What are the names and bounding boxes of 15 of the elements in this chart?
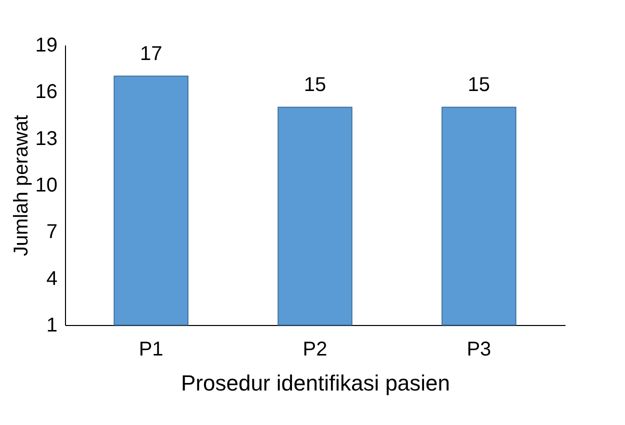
data-label: 15 [304, 74, 326, 96]
x-tick-label: P2 [302, 338, 328, 360]
y-tick-label: 7 [46, 221, 58, 244]
y-tick-label: 4 [46, 268, 58, 290]
x-tick-label: P3 [466, 338, 492, 360]
x-axis-title: Prosedur identifikasi pasien [180, 370, 450, 396]
y-tick-label: 16 [35, 81, 58, 104]
y-tick-label: 10 [35, 174, 58, 196]
y-axis-title: Jumlah perawat [10, 114, 32, 256]
data-label: 15 [468, 74, 490, 96]
y-tick-label: 13 [35, 128, 58, 150]
data-label: 17 [140, 43, 162, 66]
x-tick-label: P1 [138, 338, 164, 360]
y-tick-label: 1 [46, 314, 58, 336]
y-tick-label: 19 [35, 34, 58, 56]
